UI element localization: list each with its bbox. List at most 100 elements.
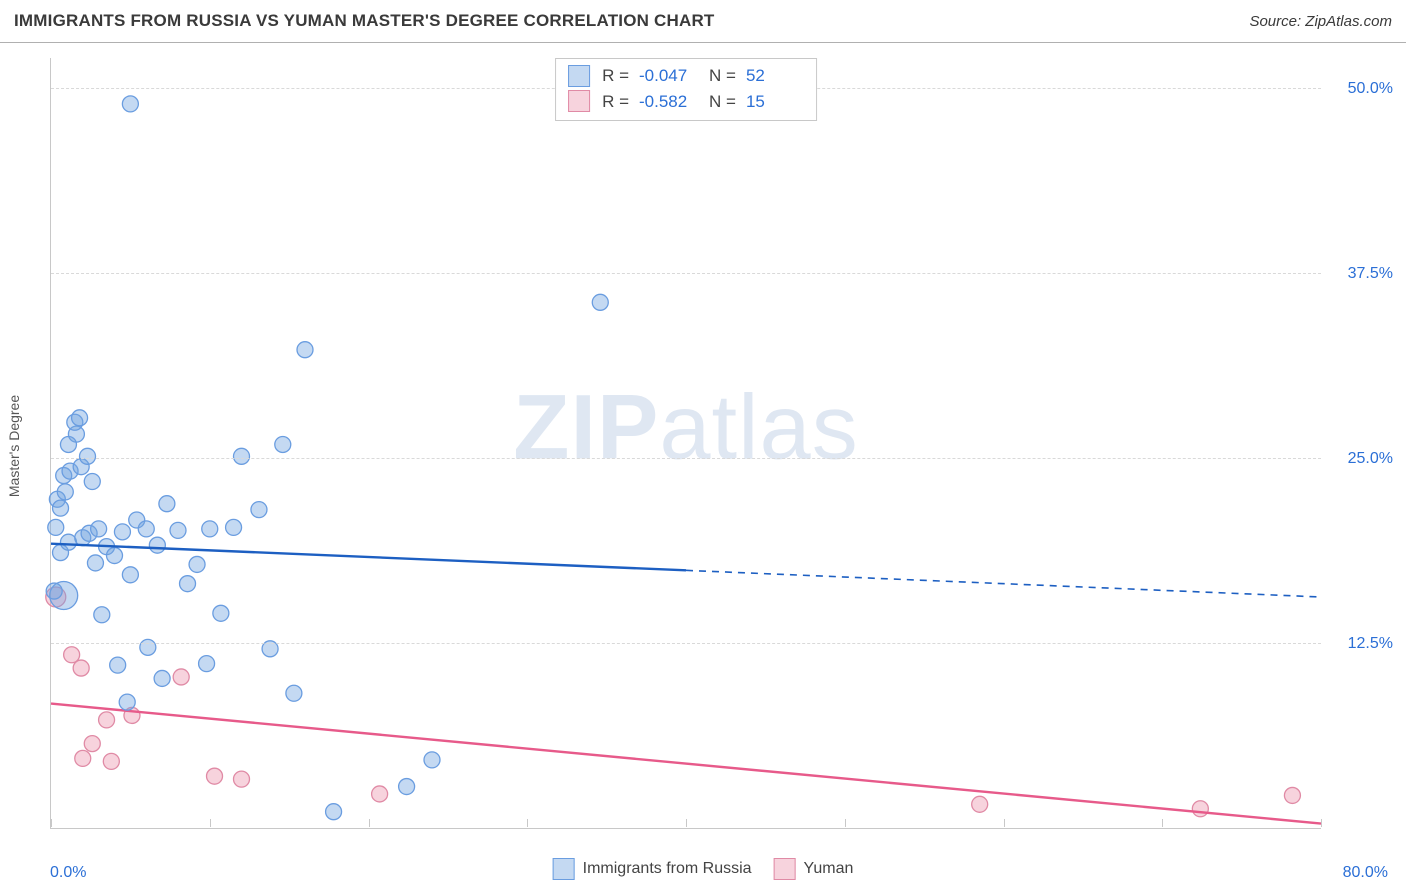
russia-point	[48, 519, 64, 535]
russia-trendline	[51, 544, 686, 571]
title-bar: IMMIGRANTS FROM RUSSIA VS YUMAN MASTER'S…	[0, 0, 1406, 43]
y-tick-label: 50.0%	[1331, 80, 1393, 98]
legend-swatch	[774, 858, 796, 880]
legend-row: R = -0.047 N = 52	[568, 63, 804, 89]
legend-n-value: 52	[746, 63, 804, 89]
yuman-point	[75, 750, 91, 766]
russia-point	[297, 342, 313, 358]
legend-r-value: -0.047	[639, 63, 697, 89]
legend-n-value: 15	[746, 89, 804, 115]
russia-point	[53, 500, 69, 516]
legend-swatch	[553, 858, 575, 880]
yuman-point	[372, 786, 388, 802]
russia-point	[91, 521, 107, 537]
russia-point	[275, 436, 291, 452]
x-tick	[1162, 819, 1163, 827]
russia-point	[170, 522, 186, 538]
yuman-trendline	[51, 704, 1321, 824]
plot-area: ZIPatlas 12.5%25.0%37.5%50.0% R =-0.047N…	[50, 58, 1321, 829]
russia-point	[107, 548, 123, 564]
russia-point	[140, 639, 156, 655]
legend-r-value: -0.582	[639, 89, 697, 115]
russia-point	[80, 448, 96, 464]
x-tick	[686, 819, 687, 827]
russia-point	[234, 448, 250, 464]
russia-point	[60, 534, 76, 550]
series-legend-item: Yuman	[774, 858, 854, 880]
yuman-point	[99, 712, 115, 728]
legend-n-label: N =	[709, 89, 736, 115]
yuman-point	[1284, 787, 1300, 803]
source-attribution: Source: ZipAtlas.com	[1249, 13, 1392, 30]
y-tick-label: 25.0%	[1331, 450, 1393, 468]
correlation-legend: R = -0.047 N = 52 R = -0.582 N = 15	[555, 58, 817, 121]
x-tick	[1004, 819, 1005, 827]
russia-point	[213, 605, 229, 621]
legend-swatch	[568, 65, 590, 87]
y-axis-label: Master's Degree	[6, 395, 22, 497]
russia-point	[149, 537, 165, 553]
russia-point	[424, 752, 440, 768]
y-tick-label: 12.5%	[1331, 635, 1393, 653]
x-tick	[527, 819, 528, 827]
yuman-point	[73, 660, 89, 676]
yuman-point	[173, 669, 189, 685]
chart-svg	[51, 58, 1321, 828]
russia-point	[159, 496, 175, 512]
legend-n-label: N =	[709, 63, 736, 89]
series-legend-label: Immigrants from Russia	[583, 860, 752, 878]
russia-point	[122, 567, 138, 583]
russia-point	[226, 519, 242, 535]
x-ticks	[51, 819, 1321, 829]
gridline: 12.5%	[51, 643, 1321, 644]
series-legend: Immigrants from Russia Yuman	[553, 858, 854, 880]
gridline: 37.5%	[51, 273, 1321, 274]
legend-r-label: R =	[602, 63, 629, 89]
yuman-point	[84, 736, 100, 752]
russia-point	[46, 583, 62, 599]
yuman-point	[234, 771, 250, 787]
russia-point	[202, 521, 218, 537]
x-tick	[845, 819, 846, 827]
russia-point	[180, 576, 196, 592]
russia-point	[94, 607, 110, 623]
legend-swatch	[568, 90, 590, 112]
russia-point	[57, 484, 73, 500]
russia-point	[114, 524, 130, 540]
legend-row: R = -0.582 N = 15	[568, 89, 804, 115]
x-tick	[210, 819, 211, 827]
russia-point	[60, 436, 76, 452]
russia-point	[87, 555, 103, 571]
x-tick	[51, 819, 52, 827]
yuman-point	[64, 647, 80, 663]
russia-point	[199, 656, 215, 672]
russia-point	[154, 670, 170, 686]
russia-point	[399, 779, 415, 795]
russia-point	[119, 694, 135, 710]
series-legend-item: Immigrants from Russia	[553, 858, 752, 880]
yuman-point	[972, 796, 988, 812]
x-max-label: 80.0%	[1343, 864, 1388, 882]
russia-point	[592, 294, 608, 310]
russia-point	[326, 804, 342, 820]
russia-point	[84, 474, 100, 490]
x-min-label: 0.0%	[50, 864, 86, 882]
russia-point	[138, 521, 154, 537]
russia-point	[251, 502, 267, 518]
russia-point	[286, 685, 302, 701]
russia-trendline-extrapolated	[686, 570, 1321, 597]
x-tick	[1321, 819, 1322, 827]
chart-title: IMMIGRANTS FROM RUSSIA VS YUMAN MASTER'S…	[14, 11, 715, 31]
legend-r-label: R =	[602, 89, 629, 115]
x-tick	[369, 819, 370, 827]
series-legend-label: Yuman	[804, 860, 854, 878]
yuman-point	[103, 753, 119, 769]
russia-point	[122, 96, 138, 112]
russia-point	[72, 410, 88, 426]
y-tick-label: 37.5%	[1331, 265, 1393, 283]
yuman-point	[207, 768, 223, 784]
gridline: 25.0%	[51, 458, 1321, 459]
russia-point	[110, 657, 126, 673]
russia-point	[189, 556, 205, 572]
yuman-point	[1192, 801, 1208, 817]
